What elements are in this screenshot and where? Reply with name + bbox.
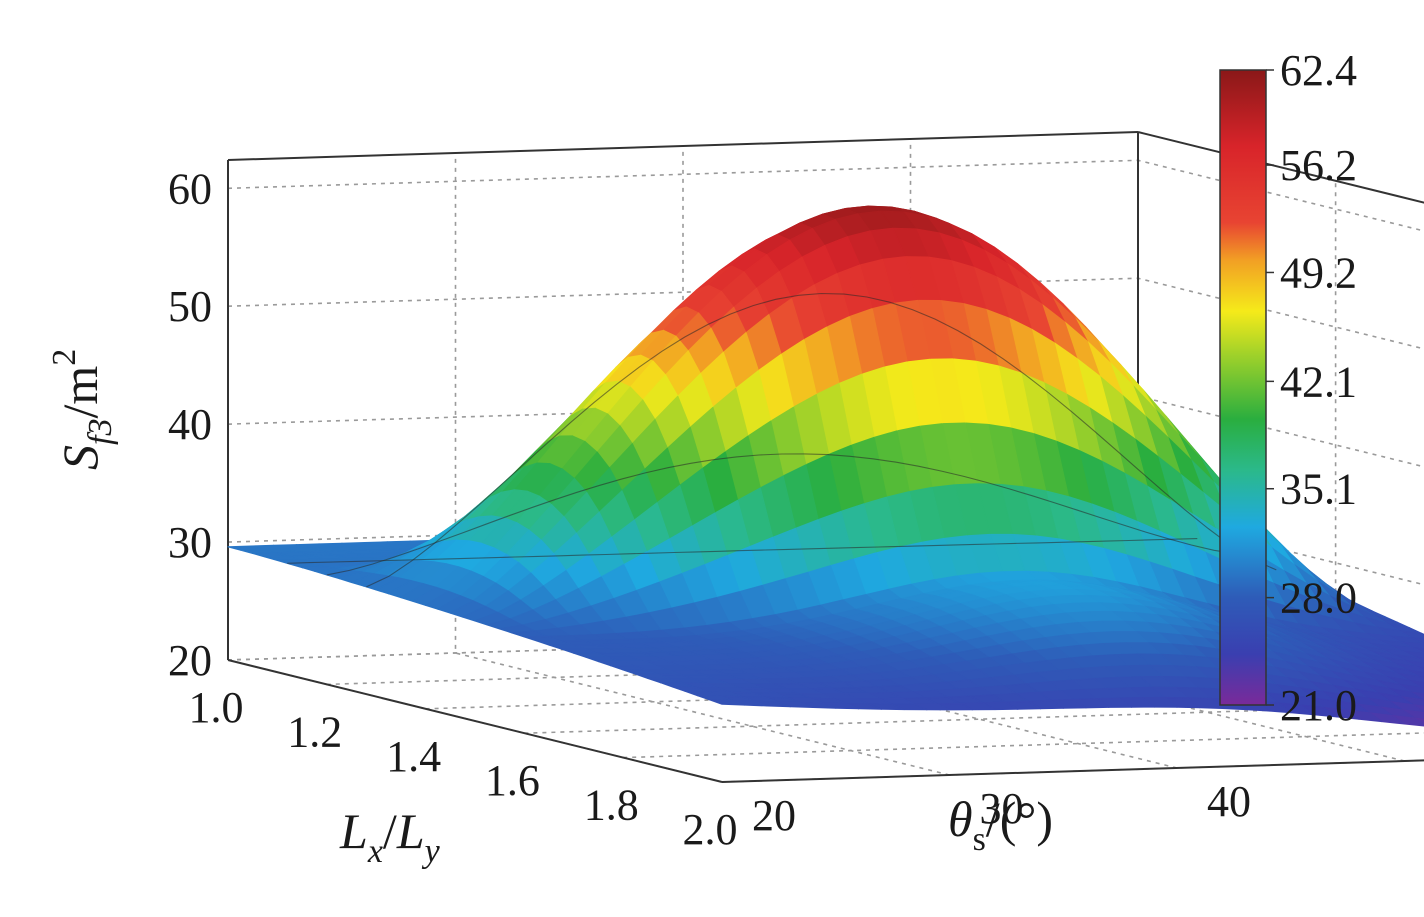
- axis-frame: [227, 131, 1424, 783]
- contour-line: [366, 292, 1277, 588]
- theta-tick-label: 40: [1207, 777, 1251, 826]
- x-tick-label: 1.6: [485, 756, 540, 805]
- frame-edge: [227, 659, 723, 783]
- z-axis-ticks: 20 30 40 50 60: [168, 164, 212, 685]
- z-tick-label: 30: [168, 518, 212, 567]
- frame-edge: [721, 759, 1424, 783]
- x-tick-label: 1.2: [287, 707, 342, 756]
- x-axis-label: Lx/Ly: [339, 803, 441, 870]
- x-tick-label: 2.0: [683, 805, 738, 854]
- colorbar-tick-label: 21.0: [1280, 681, 1357, 730]
- z-axis-label: Sf3/m2: [46, 349, 119, 470]
- colorbar-tick-label: 35.1: [1280, 465, 1357, 514]
- theta-tick-label: 30: [980, 784, 1024, 833]
- contour-line: [287, 538, 1198, 564]
- frame-edge: [227, 131, 1139, 161]
- contour-line: [326, 453, 1237, 576]
- x-axis-ticks: 1.0 1.2 1.4 1.6 1.8 2.0: [189, 683, 738, 854]
- z-tick-label: 40: [168, 400, 212, 449]
- colorbar-gradient: [1219, 69, 1267, 706]
- colorbar-ticks: 62.4 56.2 49.2 42.1 35.1 28.0 21.0: [1266, 46, 1357, 730]
- x-tick-label: 1.0: [189, 683, 244, 732]
- colorbar-tick-label: 56.2: [1280, 141, 1357, 190]
- colorbar-tick-label: 42.1: [1280, 357, 1357, 406]
- y-axis-label: θs/(°): [948, 791, 1053, 858]
- z-tick-label: 20: [168, 636, 212, 685]
- theta-tick-label: 20: [752, 791, 796, 840]
- colorbar-tick-label: 28.0: [1280, 574, 1357, 623]
- colorbar-tick-label: 62.4: [1280, 46, 1357, 95]
- x-tick-label: 1.4: [386, 732, 441, 781]
- z-tick-label: 50: [168, 282, 212, 331]
- colorbar: 62.4 56.2 49.2 42.1 35.1 28.0 21.0: [1219, 46, 1357, 730]
- contour-lines: [287, 292, 1277, 588]
- z-tick-label: 60: [168, 164, 212, 213]
- surface-facet: [709, 699, 746, 706]
- x-tick-label: 1.8: [584, 781, 639, 830]
- colorbar-tick-label: 49.2: [1280, 248, 1357, 297]
